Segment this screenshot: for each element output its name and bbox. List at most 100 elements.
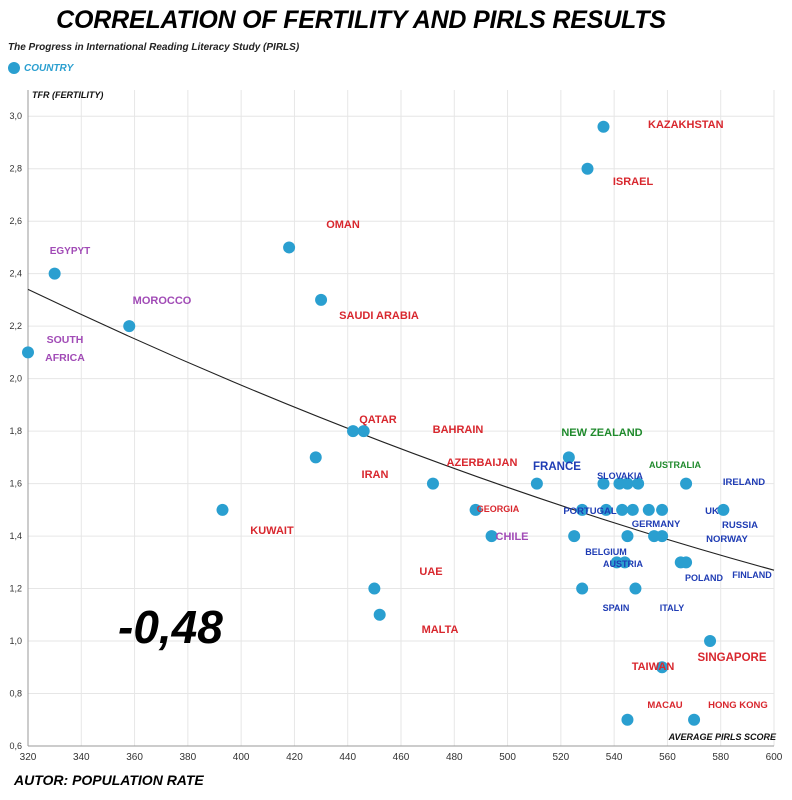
data-point <box>562 451 575 464</box>
y-tick-label: 2,4 <box>9 269 22 279</box>
data-point <box>621 530 634 543</box>
data-point <box>48 267 61 280</box>
data-point <box>581 162 594 175</box>
data-point <box>656 503 669 516</box>
data-point <box>629 582 642 595</box>
country-label: PORTUGAL <box>563 506 617 517</box>
country-label: FRANCE <box>533 461 581 473</box>
country-label: GERMANY <box>632 519 681 530</box>
country-label: CHILE <box>496 531 529 543</box>
country-label: RUSSIA <box>722 520 758 531</box>
y-tick-label: 2,8 <box>9 164 22 174</box>
y-tick-label: 0,6 <box>9 741 22 751</box>
data-point <box>600 503 613 516</box>
x-tick-label: 320 <box>20 752 37 763</box>
data-point <box>309 451 322 464</box>
data-point <box>568 530 581 543</box>
country-label: SPAIN <box>603 603 630 613</box>
correlation-value: -0,48 <box>118 601 223 653</box>
y-tick-label: 2,0 <box>9 374 22 384</box>
y-tick-label: 1,2 <box>9 584 22 594</box>
data-point <box>632 477 645 490</box>
data-point <box>357 425 370 438</box>
country-label: AFRICA <box>45 352 85 364</box>
data-point <box>626 503 639 516</box>
data-point <box>283 241 296 254</box>
data-point <box>22 346 34 359</box>
x-tick-label: 600 <box>766 752 783 763</box>
x-tick-label: 500 <box>499 752 516 763</box>
country-label: KAZAKHSTAN <box>648 119 724 131</box>
author-footer: AUTOR: POPULATION RATE <box>14 772 204 788</box>
chart-subtitle: The Progress in International Reading Li… <box>8 42 300 53</box>
x-tick-label: 420 <box>286 752 303 763</box>
legend-label: COUNTRY <box>24 62 74 74</box>
data-point <box>717 503 730 516</box>
y-tick-label: 1,4 <box>9 531 22 541</box>
data-point <box>688 713 701 726</box>
data-point <box>704 635 717 648</box>
y-tick-label: 0,8 <box>9 689 22 699</box>
data-point <box>485 530 498 543</box>
data-point <box>347 425 360 438</box>
y-tick-label: 2,6 <box>9 216 22 226</box>
x-tick-label: 400 <box>233 752 250 763</box>
legend: COUNTRY <box>8 62 73 74</box>
country-label: AZERBAIJAN <box>447 457 518 469</box>
country-label: SAUDI ARABIA <box>339 310 419 322</box>
country-label: MOROCCO <box>133 295 192 307</box>
x-tick-label: 340 <box>73 752 90 763</box>
country-label: FINLAND <box>732 570 772 580</box>
country-label: UK <box>705 506 719 517</box>
country-label: QATAR <box>359 414 397 426</box>
x-tick-label: 580 <box>712 752 729 763</box>
country-label: EGYPYT <box>50 246 91 257</box>
x-axis-label: AVERAGE PIRLS SCORE <box>668 732 777 742</box>
data-point <box>680 556 693 569</box>
legend-marker <box>8 62 20 74</box>
data-point <box>216 503 229 516</box>
data-point <box>576 503 589 516</box>
country-label: BELGIUM <box>585 547 627 557</box>
y-tick-label: 1,8 <box>9 426 22 436</box>
x-tick-label: 520 <box>553 752 570 763</box>
y-tick-label: 1,6 <box>9 479 22 489</box>
data-point <box>368 582 381 595</box>
country-label: OMAN <box>326 219 360 231</box>
data-point <box>621 477 634 490</box>
data-point <box>597 120 610 133</box>
country-label: GEORGIA <box>477 504 520 514</box>
data-point <box>616 503 629 516</box>
x-tick-label: 540 <box>606 752 623 763</box>
data-point <box>469 503 482 516</box>
country-label: POLAND <box>685 573 724 583</box>
country-label: AUSTRALIA <box>649 460 701 470</box>
data-point <box>618 556 631 569</box>
country-label: UAE <box>419 566 442 578</box>
chart-title: CORRELATION OF FERTILITY AND PIRLS RESUL… <box>56 6 666 34</box>
country-label: ITALY <box>660 603 685 613</box>
data-point <box>426 477 439 490</box>
data-point <box>642 503 655 516</box>
country-label: NORWAY <box>706 534 748 545</box>
data-point <box>680 477 693 490</box>
data-point <box>656 661 669 674</box>
country-label: SLOVAKIA <box>597 471 643 481</box>
country-label: IRELAND <box>723 477 765 488</box>
y-tick-label: 3,0 <box>9 111 22 121</box>
country-label: HONG KONG <box>708 700 768 711</box>
data-point <box>373 608 386 621</box>
data-point <box>656 530 669 543</box>
x-tick-label: 560 <box>659 752 676 763</box>
country-label: SINGAPORE <box>697 652 766 664</box>
country-label: BAHRAIN <box>433 424 484 436</box>
data-point <box>123 320 136 333</box>
country-label: MALTA <box>422 624 459 636</box>
y-axis-label: TFR (FERTILITY) <box>32 90 103 100</box>
country-label: SOUTH <box>47 334 84 346</box>
country-label: NEW ZEALAND <box>561 427 642 439</box>
x-tick-label: 460 <box>393 752 410 763</box>
x-tick-label: 480 <box>446 752 463 763</box>
data-point <box>576 582 589 595</box>
country-label: KUWAIT <box>250 525 294 537</box>
